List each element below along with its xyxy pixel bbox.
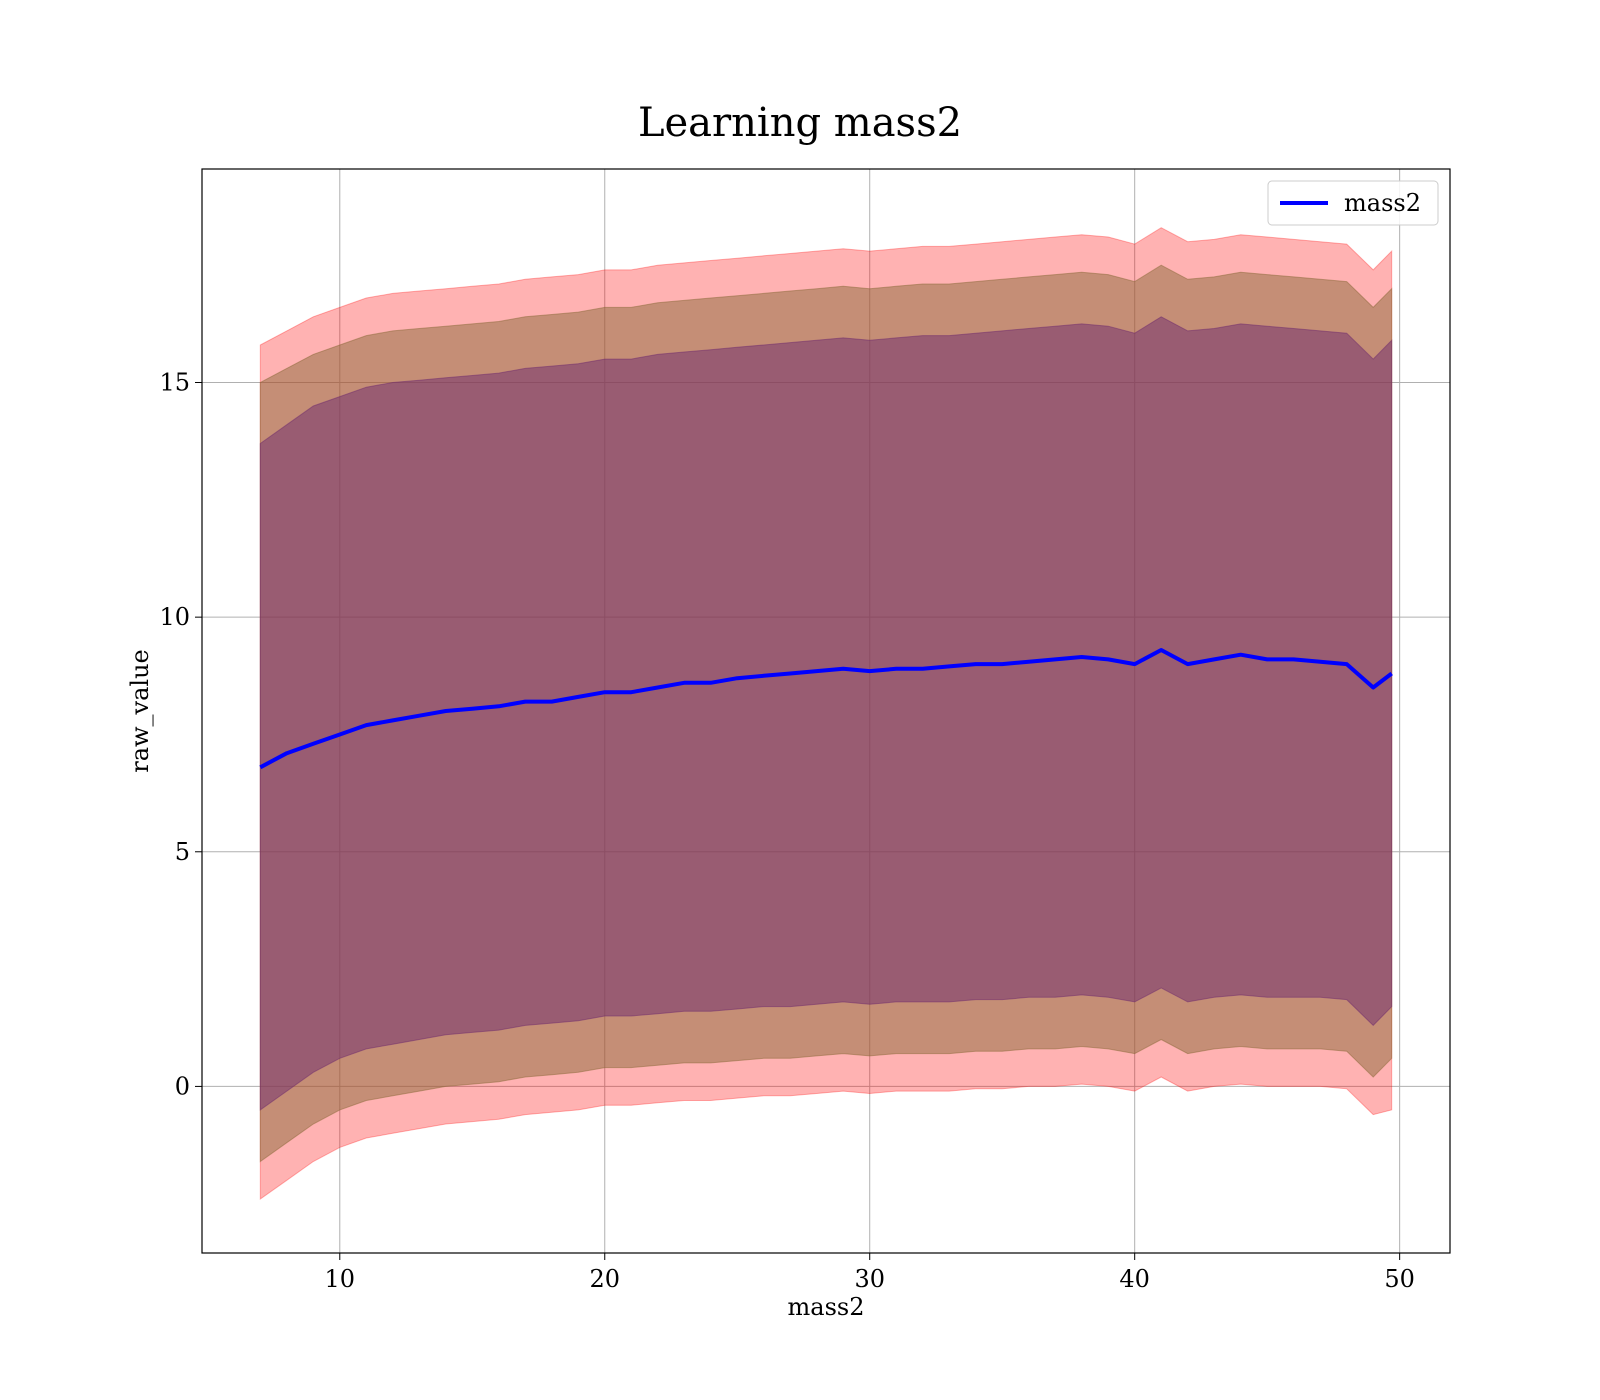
axes-frame — [201, 168, 1451, 1254]
x-tick-label-40: 40 — [1119, 1265, 1150, 1293]
y-axis-title: raw_value — [126, 649, 154, 773]
legend-box — [1267, 180, 1439, 226]
x-tick-label-50: 50 — [1384, 1265, 1415, 1293]
legend: mass2 — [1267, 180, 1439, 226]
y-tick-label-15: 15 — [159, 369, 190, 397]
x-axis-title: mass2 — [788, 1293, 865, 1321]
x-tick-label-10: 10 — [325, 1265, 356, 1293]
y-tick-label-10: 10 — [159, 603, 190, 631]
legend-label-mass2: mass2 — [1344, 189, 1421, 217]
band-inner — [259, 316, 1393, 1111]
series-line-mass2 — [259, 648, 1393, 770]
x-tick-label-20: 20 — [589, 1265, 620, 1293]
y-tick-label-5: 5 — [175, 838, 190, 866]
x-tick-label-30: 30 — [854, 1265, 885, 1293]
chart-title: Learning mass2 — [637, 100, 963, 146]
y-tick-label-0: 0 — [175, 1072, 190, 1100]
